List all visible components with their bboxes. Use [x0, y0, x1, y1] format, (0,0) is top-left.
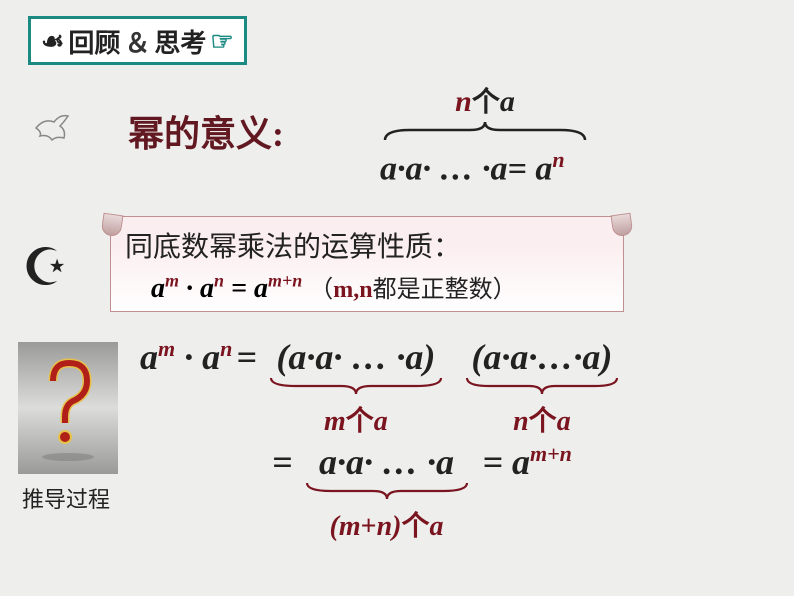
rule-a3: a	[254, 273, 268, 304]
lhs-a1: a	[140, 337, 158, 377]
paren-l: （	[309, 277, 333, 303]
qmark-label: 推导过程	[22, 482, 110, 514]
rule-eq: =	[224, 273, 254, 304]
rule-m: m	[165, 271, 179, 291]
rule-dot: ·	[179, 273, 200, 304]
deriv-eq1: =	[232, 336, 261, 378]
rule-n: n	[214, 271, 224, 291]
g1-ge: 个	[346, 406, 374, 437]
lhs-a2: a	[202, 337, 220, 377]
power-definition: n个a a·a· … ·a= an	[380, 80, 590, 188]
lhs-m: m	[158, 336, 175, 361]
g2-a: a	[557, 406, 571, 437]
paren-r: ）	[493, 277, 517, 303]
mn-l: (	[330, 511, 339, 542]
lhs-n: n	[220, 336, 232, 361]
bullet-icon: ☙	[41, 27, 64, 57]
title-ampersand: ＆	[124, 23, 150, 60]
title-text-2: 思考	[154, 23, 206, 60]
group-n-expr: (a·a·…·a)	[457, 336, 627, 378]
title-text-1: 回顾	[68, 23, 120, 60]
res-exp: m+n	[530, 441, 572, 466]
mn-r: )	[392, 511, 401, 542]
group-m: (a·a· … ·a) m个a	[261, 336, 451, 439]
title-box: ☙ 回顾 ＆ 思考 ☞	[28, 16, 247, 65]
label-a: a	[500, 85, 515, 118]
mn-plus: +	[361, 511, 377, 542]
derivation-row-1: am · an = (a·a· … ·a) m个a (a·a·…·a) n个a	[140, 336, 627, 439]
g1-a: a	[374, 406, 388, 437]
derivation: am · an = (a·a· … ·a) m个a (a·a·…·a) n个a …	[140, 336, 627, 544]
expr-left: a·a· … ·a	[380, 150, 508, 187]
rule-a2: a	[200, 273, 214, 304]
res-a: a	[512, 442, 530, 482]
rule-mn-var: m,n	[333, 277, 372, 303]
section-heading: 幂的意义:	[128, 105, 284, 157]
rule-box: 同底数幂乘法的运算性质： am · an = am+n （m,n都是正整数）	[102, 216, 632, 312]
g1-var: m	[324, 406, 346, 437]
expr-n: n	[552, 147, 564, 172]
underbrace-icon	[297, 481, 477, 501]
underbrace-icon	[261, 376, 451, 396]
g2-var: n	[513, 406, 529, 437]
group-m-label: m个a	[261, 399, 451, 439]
group-mn: a·a· … ·a (m+n)个a	[297, 441, 477, 544]
mn-ge: 个	[402, 511, 430, 542]
deriv-result: = am+n	[477, 441, 572, 483]
group-mn-label: (m+n)个a	[297, 504, 477, 544]
rule-mn: m+n	[268, 271, 302, 291]
derivation-row-2: = a·a· … ·a (m+n)个a = am+n	[268, 441, 627, 544]
deriv-eq2: =	[268, 441, 297, 483]
group-m-expr: (a·a· … ·a)	[261, 336, 451, 378]
group-mn-expr: a·a· … ·a	[297, 441, 477, 483]
expr-eq: =	[508, 150, 527, 187]
label-n: n	[455, 85, 472, 118]
g2-ge: 个	[529, 406, 557, 437]
res-eq: =	[483, 442, 513, 482]
overbrace-icon	[380, 120, 590, 142]
rule-a1: a	[151, 273, 165, 304]
group-n-label: n个a	[457, 399, 627, 439]
brace-top-label: n个a	[380, 80, 590, 120]
group-n: (a·a·…·a) n个a	[457, 336, 627, 439]
rule-cond: 都是正整数	[373, 277, 493, 303]
label-ge: 个	[472, 87, 500, 118]
mn-a: a	[430, 511, 444, 542]
dove-icon	[30, 108, 74, 162]
rule-formula: am · an = am+n （m,n都是正整数）	[125, 269, 609, 305]
lhs-dot: ·	[175, 337, 202, 377]
power-expression: a·a· … ·a= an	[380, 147, 590, 188]
star-moon-icon: ☪	[22, 238, 69, 298]
deriv-lhs: am · an	[140, 336, 232, 378]
expr-a: a	[535, 150, 552, 187]
hand-point-icon: ☞	[210, 27, 233, 57]
mn-m: m	[339, 511, 361, 542]
rule-title: 同底数幂乘法的运算性质：	[125, 225, 609, 265]
mn-n: n	[377, 511, 393, 542]
question-mark-image	[18, 342, 118, 474]
underbrace-icon	[457, 376, 627, 396]
